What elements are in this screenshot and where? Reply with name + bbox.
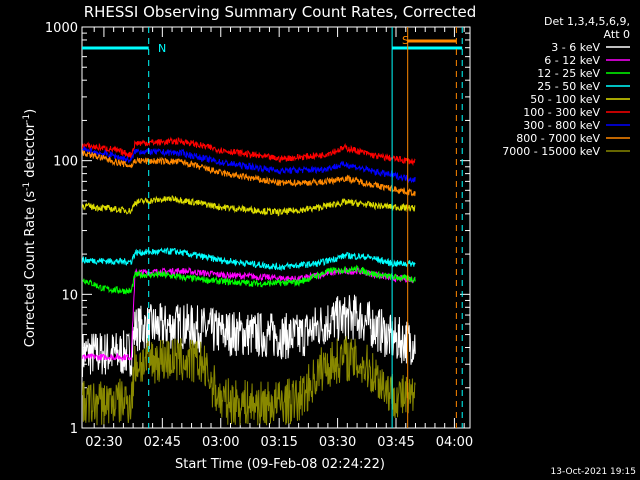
legend-label: 12 - 25 keV bbox=[537, 67, 600, 80]
y-tick-label: 10 bbox=[61, 288, 78, 303]
legend-label: 3 - 6 keV bbox=[551, 41, 600, 54]
legend-header-attenuator: Att 0 bbox=[604, 28, 630, 41]
legend-label: 800 - 7000 keV bbox=[516, 132, 600, 145]
y-tick-label: 1000 bbox=[45, 21, 78, 36]
footer-date: 13-Oct-2021 19:15 bbox=[551, 467, 636, 477]
y-tick-label: 100 bbox=[53, 155, 78, 170]
legend-label: 300 - 800 keV bbox=[523, 119, 600, 132]
axes: 1 10 100 1000 02:30 02:45 03:00 03:15 03:30 03:45… bbox=[45, 21, 473, 450]
series-lines bbox=[82, 136, 416, 426]
x-tick-label: 04:00 bbox=[436, 435, 473, 450]
series-line bbox=[82, 195, 416, 217]
legend-header-detectors: Det 1,3,4,5,6,9, bbox=[544, 15, 630, 28]
legend-label: 25 - 50 keV bbox=[537, 80, 600, 93]
legend-label: 50 - 100 keV bbox=[530, 93, 600, 106]
y-axis-label: Corrected Count Rate (s-1 detector-1) bbox=[22, 109, 38, 347]
series-line bbox=[82, 264, 416, 295]
series-line bbox=[82, 294, 416, 378]
night-label: N bbox=[158, 42, 166, 55]
y-tick-label: 1 bbox=[70, 422, 78, 437]
chart-title: RHESSI Observing Summary Count Rates, Co… bbox=[84, 3, 477, 21]
series-line bbox=[82, 247, 416, 272]
x-axis-label: Start Time (09-Feb-08 02:24:22) bbox=[175, 457, 385, 472]
x-tick-label: 02:30 bbox=[85, 435, 122, 450]
plot-frame bbox=[81, 26, 471, 429]
x-tick-label: 03:15 bbox=[260, 435, 297, 450]
x-tick-label: 02:45 bbox=[144, 435, 181, 450]
x-tick-label: 03:00 bbox=[202, 435, 239, 450]
saa-label: S bbox=[402, 34, 409, 47]
x-tick-label: 03:45 bbox=[377, 435, 414, 450]
series-line bbox=[82, 146, 416, 184]
series-line bbox=[82, 136, 416, 167]
series-line bbox=[82, 150, 416, 197]
annotations: N S bbox=[82, 27, 463, 428]
legend-label: 6 - 12 keV bbox=[544, 54, 600, 67]
legend-label: 7000 - 15000 keV bbox=[502, 145, 600, 158]
series-line bbox=[82, 336, 416, 426]
x-tick-label: 03:30 bbox=[319, 435, 356, 450]
legend-label: 100 - 300 keV bbox=[523, 106, 600, 119]
